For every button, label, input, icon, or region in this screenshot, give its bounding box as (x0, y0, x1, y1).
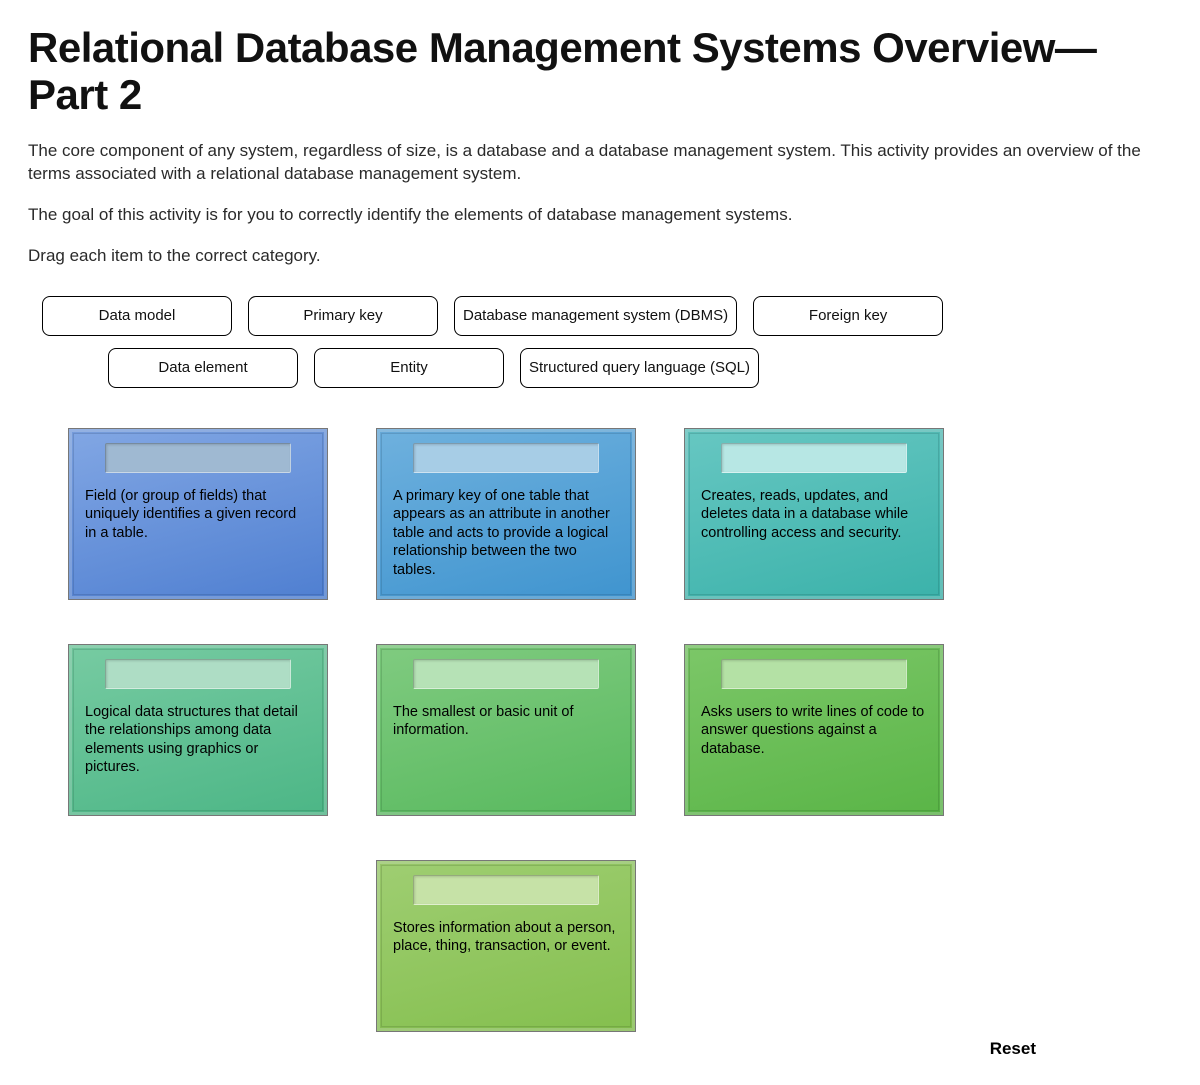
drop-card-text-5: Asks users to write lines of code to ans… (701, 703, 927, 759)
drop-card-text-0: Field (or group of fields) that uniquely… (85, 487, 311, 543)
drop-card-text-4: The smallest or basic unit of informatio… (393, 703, 619, 740)
drag-item-primary-key[interactable]: Primary key (248, 296, 438, 336)
drop-slot-3[interactable] (105, 659, 291, 689)
drag-row-1: Data model Primary key Database manageme… (42, 296, 1172, 336)
drag-item-dbms[interactable]: Database management system (DBMS) (454, 296, 737, 336)
intro-paragraph-1: The core component of any system, regard… (28, 140, 1172, 186)
drop-slot-7[interactable] (413, 875, 599, 905)
drop-card-7[interactable]: Stores information about a person, place… (376, 860, 636, 1032)
drop-card-text-2: Creates, reads, updates, and deletes dat… (701, 487, 927, 543)
intro-paragraph-2: The goal of this activity is for you to … (28, 204, 1172, 227)
drag-row-2: Data element Entity Structured query lan… (108, 348, 1172, 388)
drop-card-text-3: Logical data structures that detail the … (85, 703, 311, 777)
drop-slot-4[interactable] (413, 659, 599, 689)
drop-slot-1[interactable] (413, 443, 599, 473)
drag-item-data-model[interactable]: Data model (42, 296, 232, 336)
drop-card-3[interactable]: Logical data structures that detail the … (68, 644, 328, 816)
drag-items-container: Data model Primary key Database manageme… (42, 296, 1172, 388)
drag-item-sql[interactable]: Structured query language (SQL) (520, 348, 759, 388)
drop-card-5[interactable]: Asks users to write lines of code to ans… (684, 644, 944, 816)
page-title: Relational Database Management Systems O… (28, 24, 1172, 118)
drop-grid: Field (or group of fields) that uniquely… (68, 428, 1172, 1032)
drop-slot-0[interactable] (105, 443, 291, 473)
drop-card-4[interactable]: The smallest or basic unit of informatio… (376, 644, 636, 816)
intro-paragraph-3: Drag each item to the correct category. (28, 245, 1172, 268)
drop-card-2[interactable]: Creates, reads, updates, and deletes dat… (684, 428, 944, 600)
drop-card-1[interactable]: A primary key of one table that appears … (376, 428, 636, 600)
drop-slot-5[interactable] (721, 659, 907, 689)
drop-card-0[interactable]: Field (or group of fields) that uniquely… (68, 428, 328, 600)
drop-card-text-1: A primary key of one table that appears … (393, 487, 619, 580)
drop-card-text-7: Stores information about a person, place… (393, 919, 619, 956)
drag-item-data-element[interactable]: Data element (108, 348, 298, 388)
reset-button[interactable]: Reset (984, 1038, 1042, 1060)
drag-item-foreign-key[interactable]: Foreign key (753, 296, 943, 336)
drop-slot-2[interactable] (721, 443, 907, 473)
drag-item-entity[interactable]: Entity (314, 348, 504, 388)
